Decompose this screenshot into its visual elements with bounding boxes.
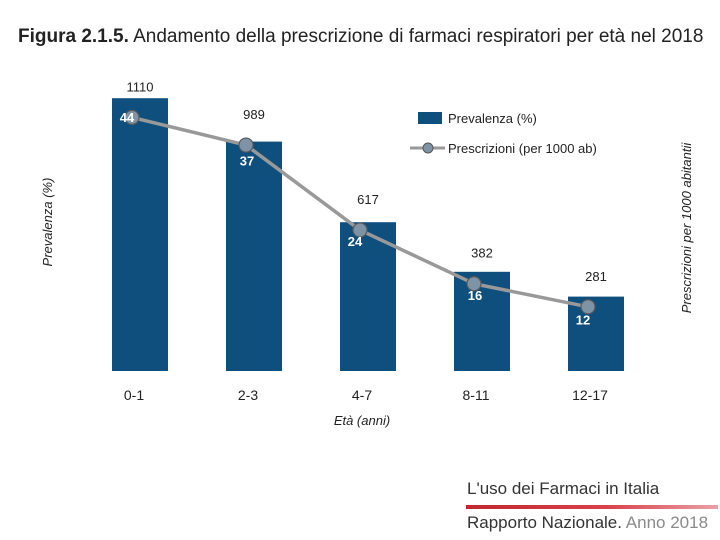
bar-12-17 (568, 296, 624, 371)
bar-4-7 (340, 222, 396, 371)
line-point (466, 276, 482, 292)
footer-report-name: Rapporto Nazionale. Anno 2018 (467, 513, 708, 533)
figure-number: Figura 2.1.5. (18, 26, 129, 47)
line-value-label: 989 (243, 107, 265, 122)
bar-0-1 (112, 98, 168, 371)
y2-axis-title: Prescrizioni per 1000 abitantii (679, 142, 694, 314)
line-point (124, 109, 140, 126)
bar-value-label: 16 (468, 288, 482, 303)
footer-accent-bar (466, 505, 718, 509)
x-axis-title: Età (anni) (334, 413, 390, 428)
bar-2-3 (226, 141, 282, 371)
footer-report-label: Rapporto Nazionale. (467, 513, 622, 532)
legend: Prevalenza (%) Prescrizioni (per 1000 ab… (410, 111, 597, 156)
legend-swatch-prevalenza (418, 112, 442, 124)
line-value-label: 382 (471, 246, 493, 261)
bar-value-label: 37 (240, 154, 254, 169)
x-tick-label: 2-3 (238, 387, 258, 403)
legend-label-prevalenza: Prevalenza (%) (448, 111, 537, 126)
legend-label-prescrizioni: Prescrizioni (per 1000 ab) (448, 141, 597, 156)
line-point (580, 299, 596, 315)
footer-year: Anno 2018 (625, 513, 709, 532)
line-value-label: 617 (357, 192, 379, 207)
figure-title: Andamento della prescrizione di farmaci … (133, 26, 704, 47)
legend-swatch-marker (422, 142, 434, 154)
line-value-label: 1110 (127, 79, 154, 94)
y-axis-title: Prevalenza (%) (40, 178, 55, 267)
line-point (238, 137, 254, 153)
x-tick-label: 12-17 (572, 387, 608, 403)
footer-publication-title: L'uso dei Farmaci in Italia (467, 479, 660, 498)
bar-value-label: 24 (348, 234, 363, 249)
x-tick-label: 4-7 (352, 387, 372, 403)
bar-value-label: 12 (576, 313, 590, 328)
bar-value-label: 44 (120, 110, 135, 125)
line-point (352, 222, 368, 238)
line-value-label: 281 (585, 269, 607, 284)
chart-title: Figura 2.1.5. Andamento della prescrizio… (18, 26, 708, 48)
x-tick-label: 8-11 (463, 387, 490, 403)
x-tick-label: 0-1 (124, 387, 144, 403)
